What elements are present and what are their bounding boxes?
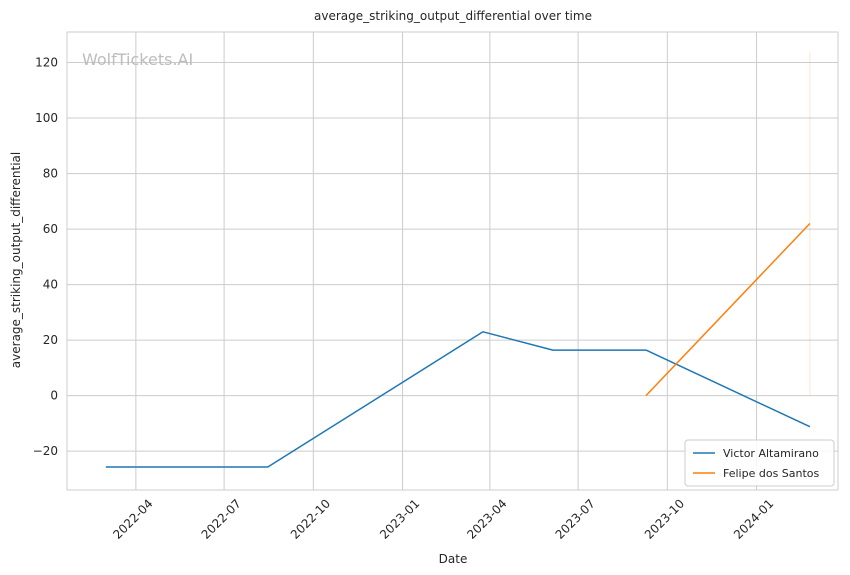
- y-tick-label: 40: [43, 278, 58, 292]
- chart-title: average_striking_output_differential ove…: [314, 9, 592, 23]
- y-axis-ticks: −20 0 20 40 60 80 100 120: [33, 56, 58, 459]
- grid: [67, 32, 838, 490]
- y-tick-label: −20: [33, 444, 58, 458]
- legend: Victor Altamirano Felipe dos Santos: [684, 439, 835, 487]
- legend-label: Victor Altamirano: [723, 447, 819, 460]
- series-line-1: [105, 331, 811, 468]
- y-tick-label: 0: [50, 389, 58, 403]
- watermark: WolfTickets.AI: [82, 50, 193, 69]
- y-tick-label: 20: [43, 333, 58, 347]
- series-lines: [105, 222, 811, 468]
- x-axis-label: Date: [439, 552, 468, 566]
- y-axis-label: average_striking_output_differential: [9, 152, 23, 368]
- y-tick-label: 100: [35, 111, 58, 125]
- legend-box: [684, 439, 835, 487]
- plot-frame: [66, 31, 839, 491]
- legend-label: Felipe dos Santos: [723, 467, 820, 480]
- y-tick-label: 60: [43, 222, 58, 236]
- y-tick-label: 120: [35, 56, 58, 70]
- y-tick-label: 80: [43, 167, 58, 181]
- series-line-2: [645, 222, 811, 397]
